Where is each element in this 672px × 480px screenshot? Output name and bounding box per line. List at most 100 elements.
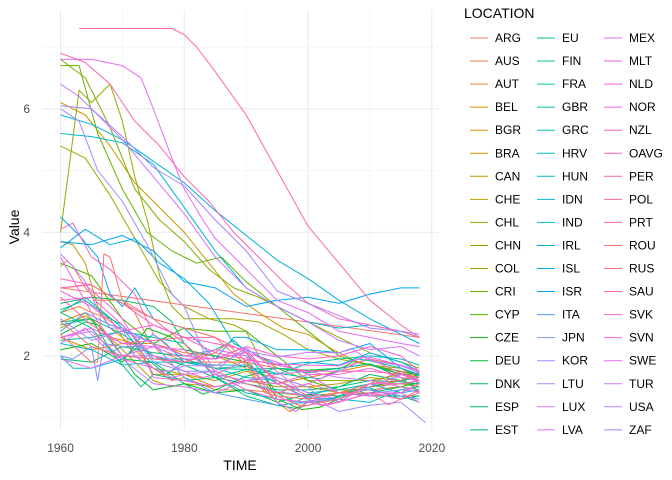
legend-item-nld: NLD — [604, 77, 653, 91]
legend-item-idn: IDN — [537, 192, 583, 206]
legend-item-esp: ESP — [470, 400, 519, 414]
legend-item-svn: SVN — [604, 331, 654, 345]
legend-label: COL — [495, 262, 520, 276]
legend-item-che: CHE — [470, 192, 520, 206]
legend-label: ISR — [562, 285, 582, 299]
legend-item-usa: USA — [604, 400, 654, 414]
series-line-svk — [60, 290, 420, 406]
y-tick-label: 2 — [23, 349, 30, 363]
series-line-irl — [60, 228, 420, 372]
y-axis-title: Value — [6, 209, 22, 244]
series-line-isr — [60, 234, 420, 307]
legend-label: KOR — [562, 354, 588, 368]
legend-item-rou: ROU — [604, 238, 656, 252]
legend: LOCATION ARG AUS AUT BEL BGR BRA CAN CHE CHL CHN C… — [464, 5, 663, 437]
series-line-fin — [60, 312, 420, 393]
legend-item-can: CAN — [470, 169, 520, 183]
legend-label: NZL — [629, 123, 652, 137]
legend-item-eu: EU — [537, 31, 579, 45]
series-line-zaf — [60, 105, 420, 335]
legend-item-prt: PRT — [604, 215, 653, 229]
series-line-sau — [79, 28, 420, 338]
x-tick-label: 1960 — [47, 441, 74, 455]
legend-label: PER — [629, 169, 654, 183]
legend-label: USA — [629, 400, 654, 414]
legend-item-grc: GRC — [537, 123, 589, 137]
legend-label: TUR — [629, 377, 654, 391]
legend-label: CHN — [495, 238, 521, 252]
legend-label: IDN — [562, 192, 583, 206]
legend-label: CYP — [495, 308, 520, 322]
series-line-svn — [60, 327, 420, 406]
legend-item-nor: NOR — [604, 100, 656, 114]
legend-item-mex: MEX — [604, 31, 655, 45]
legend-item-fin: FIN — [537, 54, 581, 68]
series-line-swe — [60, 327, 420, 388]
legend-item-chl: CHL — [470, 215, 519, 229]
legend-label: SVK — [629, 308, 653, 322]
legend-item-swe: SWE — [604, 354, 656, 368]
legend-label: NLD — [629, 77, 653, 91]
legend-item-sau: SAU — [604, 285, 654, 299]
legend-label: LTU — [562, 377, 584, 391]
series-line-mex — [60, 58, 420, 348]
legend-item-bgr: BGR — [470, 123, 521, 137]
legend-label: IRL — [562, 238, 581, 252]
legend-label: EST — [495, 423, 519, 437]
legend-label: MLT — [629, 54, 653, 68]
legend-title: LOCATION — [464, 5, 535, 21]
legend-item-svk: SVK — [604, 308, 653, 322]
legend-label: DEU — [495, 354, 520, 368]
legend-label: BRA — [495, 146, 520, 160]
legend-label: LVA — [562, 423, 583, 437]
legend-item-dnk: DNK — [470, 377, 520, 391]
legend-item-est: EST — [470, 423, 519, 437]
legend-label: JPN — [562, 331, 585, 345]
legend-item-irl: IRL — [537, 238, 581, 252]
legend-item-chn: CHN — [470, 238, 521, 252]
series-line-col — [60, 58, 420, 369]
series-line-rou — [60, 253, 420, 400]
legend-label: ITA — [562, 308, 580, 322]
legend-item-ita: ITA — [537, 308, 580, 322]
series-line-ita — [60, 312, 420, 406]
x-tick-label: 1980 — [171, 441, 198, 455]
legend-item-ltu: LTU — [537, 377, 584, 391]
legend-label: GBR — [562, 100, 588, 114]
legend-item-tur: TUR — [604, 377, 654, 391]
legend-label: GRC — [562, 123, 589, 137]
series-line-nzl — [60, 222, 420, 372]
series-line-arg — [60, 287, 420, 338]
legend-label: AUT — [495, 77, 520, 91]
legend-item-isr: ISR — [537, 285, 582, 299]
legend-item-nzl: NZL — [604, 123, 652, 137]
legend-label: EU — [562, 31, 579, 45]
legend-label: SAU — [629, 285, 654, 299]
legend-label: SWE — [629, 354, 656, 368]
legend-item-col: COL — [470, 262, 520, 276]
legend-label: CHL — [495, 215, 519, 229]
legend-label: MEX — [629, 31, 655, 45]
legend-label: DNK — [495, 377, 520, 391]
series-line-usa — [60, 253, 420, 374]
series-line-per — [60, 52, 420, 338]
x-axis-ticks: 1960 1980 2000 2020 — [47, 441, 445, 455]
legend-item-aus: AUS — [470, 54, 520, 68]
legend-label: CAN — [495, 169, 520, 183]
legend-label: RUS — [629, 262, 654, 276]
legend-label: FRA — [562, 77, 586, 91]
legend-label: FIN — [562, 54, 581, 68]
legend-item-zaf: ZAF — [604, 423, 652, 437]
legend-label: BEL — [495, 100, 518, 114]
grid-lines — [42, 10, 438, 430]
legend-label: CHE — [495, 192, 520, 206]
legend-item-isl: ISL — [537, 262, 580, 276]
series-line-nor — [60, 296, 420, 384]
legend-label: BGR — [495, 123, 521, 137]
legend-label: HRV — [562, 146, 587, 160]
legend-label: PRT — [629, 215, 653, 229]
legend-item-lux: LUX — [537, 400, 585, 414]
legend-item-deu: DEU — [470, 354, 520, 368]
legend-label: CRI — [495, 285, 516, 299]
